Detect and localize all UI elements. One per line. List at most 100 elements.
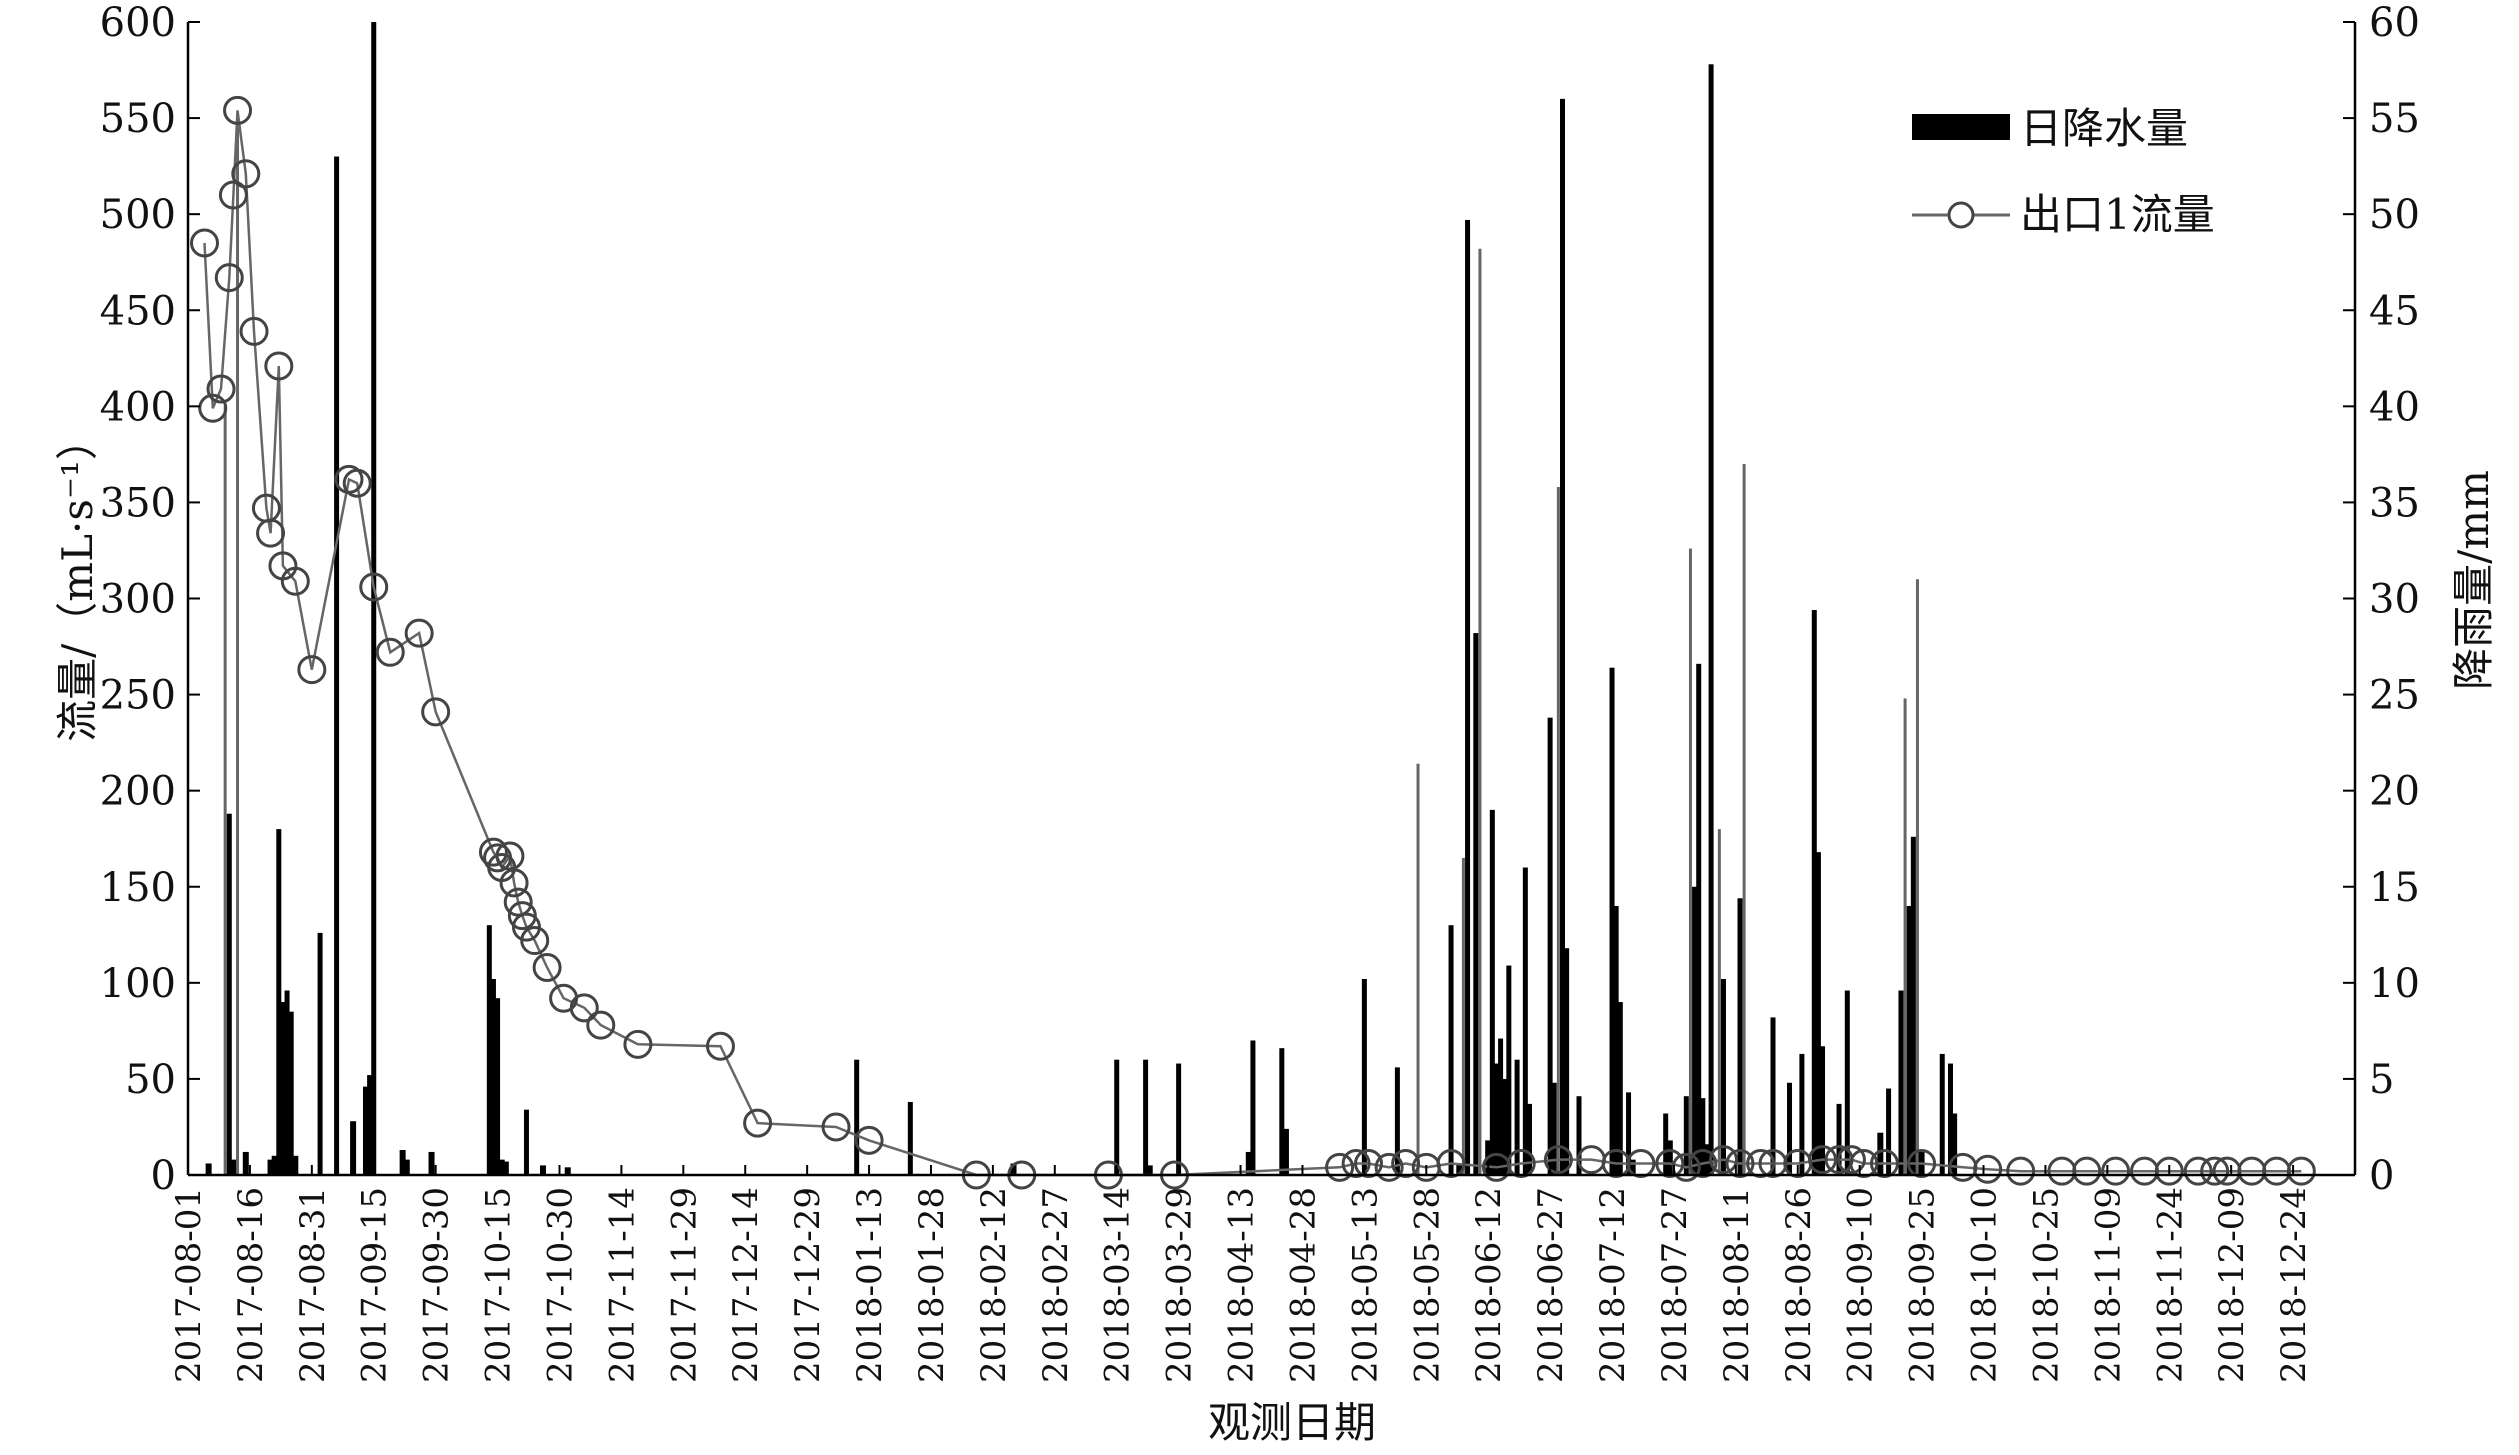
x-tick-label: 2017-12-29 <box>788 1187 828 1383</box>
x-tick-label: 2017-10-30 <box>540 1187 580 1383</box>
rain-bar <box>205 1163 212 1175</box>
flow-point <box>705 1031 735 1061</box>
rain-bar <box>1910 836 1916 1175</box>
flow-point <box>1708 1145 1738 1175</box>
rain-bar <box>1787 1082 1793 1175</box>
y-axis-right-title: 降雨量/mm <box>2449 470 2498 690</box>
rain-bar <box>1815 852 1821 1175</box>
flow-point <box>2072 1156 2102 1186</box>
flow-point <box>821 1112 851 1142</box>
flow-point <box>223 95 253 125</box>
rain-bar <box>1473 633 1479 1175</box>
rain-bar <box>292 1155 299 1175</box>
flow-point <box>1973 1154 2003 1184</box>
x-tick-label: 2018-09-10 <box>1841 1187 1881 1383</box>
y-tick-label-right: 55 <box>2369 96 2420 142</box>
flow-point <box>2101 1156 2131 1186</box>
x-tick-label: 2018-02-12 <box>974 1187 1014 1383</box>
flow-point <box>2154 1156 2184 1186</box>
rain-bar <box>1176 1063 1182 1175</box>
rain-bar <box>223 406 227 1175</box>
x-tick-label: 2018-11-24 <box>2150 1187 2190 1383</box>
rain-bar <box>288 1011 294 1175</box>
flow-point <box>1808 1145 1838 1175</box>
rain-bar <box>1576 1096 1582 1175</box>
x-tick-label: 2018-05-28 <box>1407 1187 1447 1383</box>
rain-bar <box>284 990 290 1175</box>
rain-bar <box>1526 1103 1532 1175</box>
rain-bar <box>1799 1053 1805 1175</box>
x-tick-label: 2018-10-25 <box>2026 1187 2066 1383</box>
flow-point <box>503 887 533 917</box>
x-tick-label: 2017-09-15 <box>355 1187 395 1383</box>
flow-point <box>375 637 405 667</box>
rain-bar <box>276 829 282 1175</box>
rain-bar <box>486 925 492 1175</box>
rain-bar <box>1703 1144 1710 1175</box>
rain-bar <box>1146 1165 1153 1175</box>
y-tick-label-left: 250 <box>100 673 176 719</box>
flow-point <box>280 566 310 596</box>
x-tick-label: 2018-08-11 <box>1717 1187 1757 1383</box>
rain-bar <box>1551 1082 1557 1175</box>
rain-bar <box>1688 548 1692 1175</box>
flow-point <box>1849 1148 1879 1178</box>
rain-bar <box>1609 667 1615 1175</box>
flow-point <box>239 316 269 346</box>
rain-bar <box>1700 1098 1706 1175</box>
rain-bar <box>1886 1088 1892 1175</box>
flow-point <box>198 393 228 423</box>
rain-bar <box>1010 1163 1017 1175</box>
x-tick-label: 2018-08-26 <box>1779 1187 1819 1383</box>
x-tick-label: 2018-03-14 <box>1098 1187 1138 1383</box>
rain-bar <box>1742 463 1746 1175</box>
rain-bar <box>334 156 340 1175</box>
x-tick-label: 2018-02-27 <box>1036 1187 1076 1383</box>
rain-bar <box>1947 1063 1953 1175</box>
flow-point <box>1543 1145 1573 1175</box>
flow-point <box>478 837 508 867</box>
rain-bar <box>226 813 232 1175</box>
y-tick-label-left: 350 <box>100 480 176 526</box>
x-tick-label: 2017-08-31 <box>293 1187 333 1383</box>
rain-bar <box>1877 1132 1884 1175</box>
flow-point <box>297 655 327 685</box>
rain-bar <box>1613 905 1619 1175</box>
flow-point <box>256 518 286 548</box>
flow-point <box>586 1010 616 1040</box>
rain-bar <box>362 1086 368 1175</box>
rain-bar <box>495 998 501 1175</box>
y-tick-label-right: 15 <box>2369 865 2420 911</box>
rain-bar <box>498 1159 505 1175</box>
rain-bar <box>1811 610 1817 1175</box>
y-tick-label-left: 500 <box>100 192 176 238</box>
rain-bar <box>242 1151 249 1175</box>
x-tick-label: 2018-09-25 <box>1903 1187 1943 1383</box>
rain-bar <box>1282 1128 1289 1175</box>
rain-bar <box>230 1159 237 1175</box>
y-tick-label-left: 300 <box>100 577 176 623</box>
rain-bars <box>205 22 1958 1176</box>
flow-point <box>1626 1148 1656 1178</box>
flow-point <box>421 697 451 727</box>
x-tick-label: 2018-10-10 <box>1965 1187 2005 1383</box>
y-tick-label-right: 25 <box>2369 673 2420 719</box>
flow-point <box>507 901 537 931</box>
rain-bar <box>280 1002 286 1175</box>
rain-bar <box>907 1101 913 1175</box>
flow-point <box>1746 1148 1776 1178</box>
rain-bar <box>267 1159 274 1175</box>
rain-bar <box>1770 1017 1776 1175</box>
x-tick-label: 2017-11-29 <box>664 1187 704 1383</box>
flow-point <box>623 1029 653 1059</box>
flow-point <box>520 926 550 956</box>
rain-bar <box>399 1150 406 1175</box>
y-axis-left-title: 流量/（mL·s⁻¹） <box>53 418 102 742</box>
rain-bar <box>317 932 323 1175</box>
rain-bar <box>490 978 496 1175</box>
flow-point <box>190 228 220 258</box>
y-tick-label-left: 200 <box>100 769 176 815</box>
y-tick-label-left: 100 <box>100 961 176 1007</box>
rain-bar <box>1547 717 1553 1175</box>
rain-bar <box>1502 1078 1508 1175</box>
